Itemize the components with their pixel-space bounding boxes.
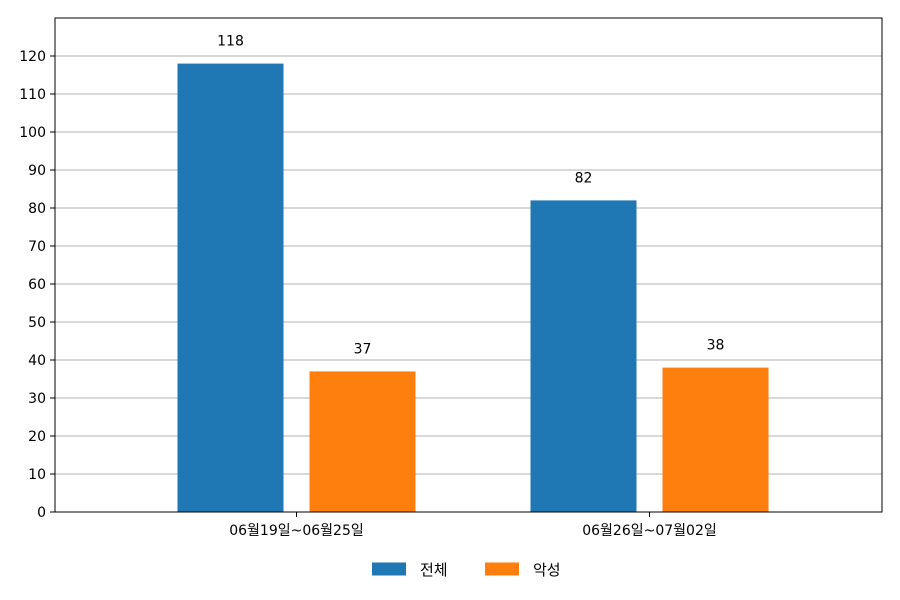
x-tick-label: 06월19일~06월25일 (229, 523, 364, 539)
bar-total (177, 63, 284, 512)
data-label: 37 (354, 341, 372, 357)
legend-swatch (372, 562, 406, 576)
y-tick-label: 90 (28, 163, 46, 179)
x-tick-label: 06월26일~07월02일 (582, 523, 717, 539)
bar-malicious (662, 367, 769, 512)
y-tick-label: 100 (19, 125, 46, 141)
bar-total (530, 200, 637, 512)
y-tick-label: 20 (28, 429, 46, 445)
legend-label: 전체 (420, 561, 448, 579)
bars (177, 63, 769, 512)
y-tick-label: 10 (28, 467, 46, 483)
y-tick-label: 120 (19, 49, 46, 65)
data-label: 38 (707, 338, 725, 354)
y-tick-label: 110 (19, 87, 46, 103)
legend-label: 악성 (533, 561, 561, 579)
data-label: 82 (575, 170, 593, 186)
y-tick-label: 40 (28, 353, 46, 369)
legend: 전체 악성 (372, 561, 561, 579)
data-label: 118 (217, 34, 244, 50)
bar-malicious (309, 371, 416, 512)
y-tick-label: 70 (28, 239, 46, 255)
y-tick-label: 50 (28, 315, 46, 331)
x-axis-ticks: 06월19일~06월25일 06월26일~07월02일 (229, 512, 717, 539)
legend-swatch (485, 562, 519, 576)
data-labels: 118 37 82 38 (217, 34, 724, 358)
plot-frame (54, 17, 883, 513)
y-tick-label: 80 (28, 201, 46, 217)
y-tick-label: 0 (37, 505, 46, 521)
y-tick-label: 30 (28, 391, 46, 407)
y-axis-ticks: 0 10 20 30 40 50 60 70 80 90 100 110 120 (19, 49, 55, 521)
y-tick-label: 60 (28, 277, 46, 293)
